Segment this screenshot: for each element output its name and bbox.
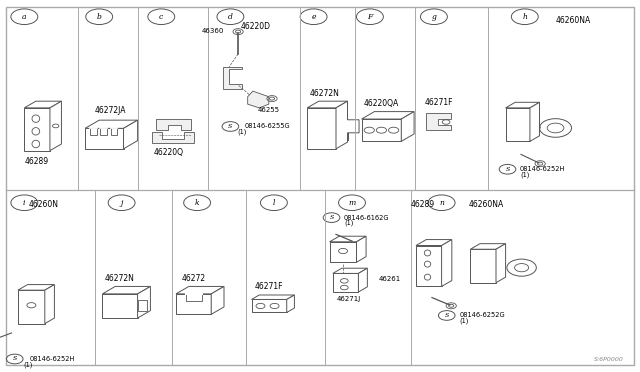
Text: 46261: 46261 bbox=[379, 276, 401, 282]
Text: b: b bbox=[97, 13, 102, 21]
Text: k: k bbox=[195, 199, 200, 207]
Polygon shape bbox=[18, 290, 45, 324]
Text: 46289: 46289 bbox=[25, 157, 49, 166]
Polygon shape bbox=[176, 294, 211, 314]
Text: 46255: 46255 bbox=[258, 107, 280, 113]
Polygon shape bbox=[401, 112, 414, 141]
Polygon shape bbox=[248, 91, 269, 108]
Polygon shape bbox=[416, 240, 452, 246]
Polygon shape bbox=[287, 295, 294, 312]
Text: a: a bbox=[22, 13, 27, 21]
Polygon shape bbox=[333, 273, 358, 292]
Polygon shape bbox=[211, 286, 224, 314]
Polygon shape bbox=[24, 108, 50, 151]
Polygon shape bbox=[102, 286, 150, 294]
Text: 46220QA: 46220QA bbox=[364, 99, 399, 108]
Polygon shape bbox=[426, 113, 451, 130]
Polygon shape bbox=[530, 102, 540, 141]
Text: c: c bbox=[159, 13, 163, 21]
Polygon shape bbox=[416, 246, 442, 286]
Text: S: S bbox=[330, 215, 333, 220]
Polygon shape bbox=[356, 236, 366, 262]
Text: 46272: 46272 bbox=[182, 274, 205, 283]
Polygon shape bbox=[362, 119, 401, 141]
Text: 08146-6162G: 08146-6162G bbox=[344, 215, 389, 221]
Text: (1): (1) bbox=[24, 361, 33, 368]
Text: 08146-6252G: 08146-6252G bbox=[460, 312, 505, 318]
Text: 46272JA: 46272JA bbox=[95, 106, 127, 115]
Text: 46271F: 46271F bbox=[424, 98, 452, 107]
Polygon shape bbox=[124, 120, 138, 149]
Text: 46220Q: 46220Q bbox=[154, 148, 183, 157]
Text: (1): (1) bbox=[344, 220, 353, 227]
Polygon shape bbox=[100, 128, 107, 135]
Text: S: S bbox=[13, 356, 17, 362]
Polygon shape bbox=[223, 67, 242, 89]
Polygon shape bbox=[85, 120, 138, 128]
Text: 46260N: 46260N bbox=[29, 200, 58, 209]
Text: 08146-6255G: 08146-6255G bbox=[244, 124, 290, 129]
Polygon shape bbox=[18, 285, 54, 290]
Polygon shape bbox=[506, 102, 540, 108]
Polygon shape bbox=[506, 108, 530, 141]
Text: 46260NA: 46260NA bbox=[468, 200, 504, 209]
Text: 46220D: 46220D bbox=[241, 22, 271, 31]
FancyBboxPatch shape bbox=[6, 7, 634, 365]
Polygon shape bbox=[176, 286, 224, 294]
Polygon shape bbox=[252, 299, 287, 312]
Text: 46272N: 46272N bbox=[310, 89, 340, 97]
Text: g: g bbox=[431, 13, 436, 21]
Text: (1): (1) bbox=[460, 318, 468, 324]
Polygon shape bbox=[186, 294, 202, 301]
Text: 08146-6252H: 08146-6252H bbox=[29, 356, 75, 362]
Polygon shape bbox=[307, 108, 348, 149]
Text: h: h bbox=[522, 13, 527, 21]
Polygon shape bbox=[330, 242, 356, 262]
Polygon shape bbox=[102, 294, 138, 318]
Text: 46271F: 46271F bbox=[255, 282, 284, 291]
Text: d: d bbox=[228, 13, 233, 21]
Polygon shape bbox=[358, 268, 367, 292]
Polygon shape bbox=[111, 128, 117, 135]
Polygon shape bbox=[333, 268, 367, 273]
Polygon shape bbox=[156, 119, 191, 130]
Text: 46360: 46360 bbox=[202, 28, 224, 34]
Polygon shape bbox=[496, 244, 506, 283]
Text: (1): (1) bbox=[520, 171, 529, 178]
Polygon shape bbox=[470, 244, 506, 249]
Text: 08146-6252H: 08146-6252H bbox=[520, 166, 565, 172]
Text: j: j bbox=[120, 199, 123, 207]
Polygon shape bbox=[330, 236, 366, 242]
Polygon shape bbox=[138, 286, 150, 318]
Text: S: S bbox=[445, 313, 449, 318]
Polygon shape bbox=[442, 240, 452, 286]
Polygon shape bbox=[85, 128, 124, 149]
Text: n: n bbox=[439, 199, 444, 207]
Polygon shape bbox=[45, 285, 54, 324]
Text: (1): (1) bbox=[237, 129, 246, 135]
Polygon shape bbox=[24, 101, 61, 108]
Polygon shape bbox=[252, 295, 294, 299]
Text: m: m bbox=[348, 199, 356, 207]
Polygon shape bbox=[336, 101, 359, 149]
Polygon shape bbox=[50, 101, 61, 151]
Text: 46289: 46289 bbox=[410, 200, 435, 209]
Text: S:6P0000: S:6P0000 bbox=[594, 357, 624, 362]
Polygon shape bbox=[362, 112, 414, 119]
Polygon shape bbox=[152, 132, 194, 143]
Polygon shape bbox=[470, 249, 496, 283]
Polygon shape bbox=[138, 300, 147, 311]
Text: S: S bbox=[506, 167, 509, 172]
Text: 46271J: 46271J bbox=[337, 296, 361, 302]
Text: e: e bbox=[311, 13, 316, 21]
Polygon shape bbox=[90, 128, 97, 135]
Text: l: l bbox=[273, 199, 275, 207]
Text: i: i bbox=[23, 199, 26, 207]
Polygon shape bbox=[307, 101, 348, 108]
Text: F: F bbox=[367, 13, 372, 21]
Text: 46272N: 46272N bbox=[105, 274, 135, 283]
Text: S: S bbox=[228, 124, 232, 129]
Text: 46260NA: 46260NA bbox=[555, 16, 591, 25]
